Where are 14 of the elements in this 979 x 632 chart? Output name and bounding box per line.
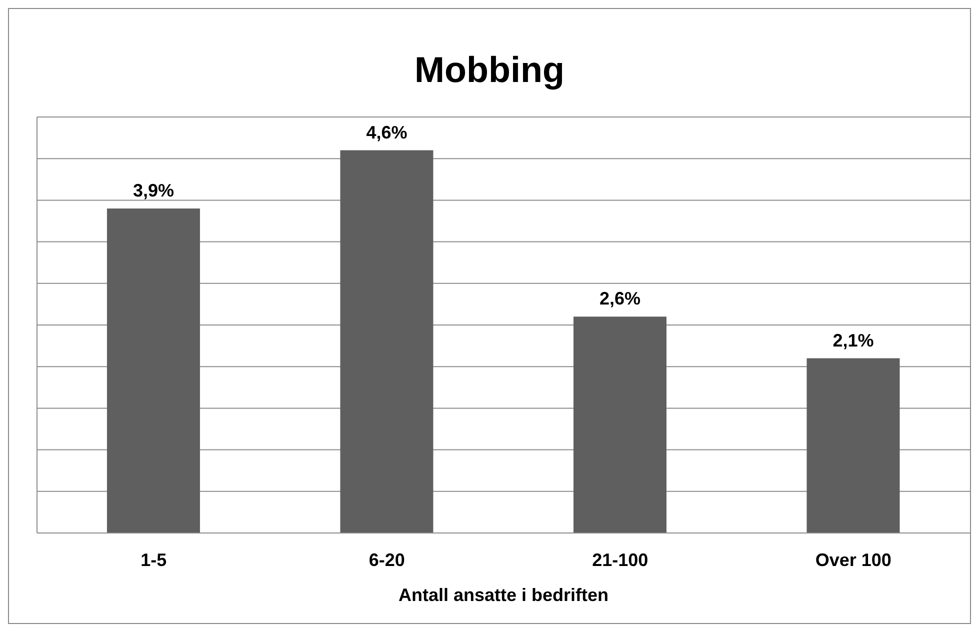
bar (106, 208, 200, 533)
data-label: 3,9% (132, 180, 174, 201)
x-tick-label: 21-100 (592, 550, 648, 570)
data-label: 2,1% (832, 330, 874, 350)
bar (573, 316, 666, 533)
bar (340, 150, 434, 533)
data-label: 4,6% (366, 122, 408, 142)
x-axis-title: Antall ansatte i bedriften (398, 585, 609, 605)
chart-title: Mobbing (414, 49, 566, 91)
x-tick-label: 1-5 (140, 550, 167, 570)
x-tick-label: 6-20 (368, 550, 405, 570)
data-label: 2,6% (599, 288, 640, 309)
bar (806, 358, 900, 533)
x-tick-label: Over 100 (815, 550, 892, 570)
